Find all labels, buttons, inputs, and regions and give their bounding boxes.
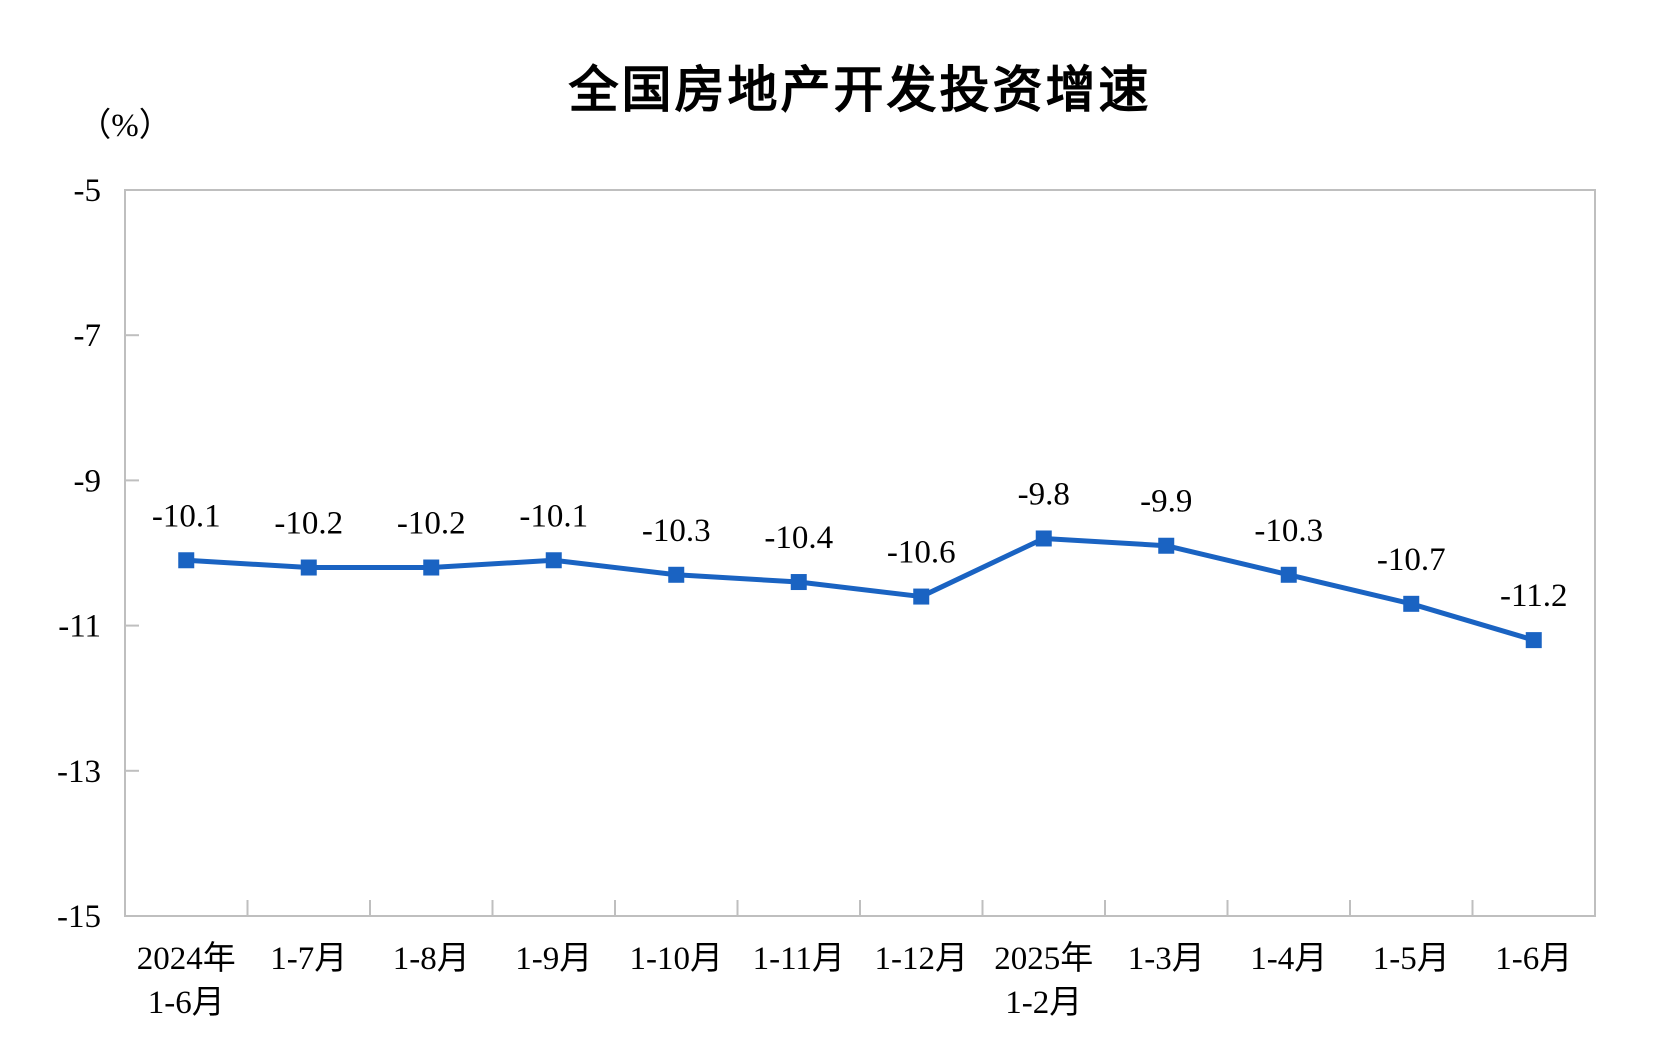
data-point-label: -10.6 (887, 535, 956, 571)
series-line (183, 535, 1537, 643)
data-point-marker (423, 559, 440, 576)
data-point-label: -10.3 (1254, 513, 1323, 549)
x-axis-tick-label: 2024年 (137, 940, 236, 977)
chart-title: 全国房地产开发投资增速 (568, 62, 1152, 118)
x-axis-tick-label: 1-10月 (630, 941, 724, 977)
y-axis-tick-label: -9 (74, 463, 102, 499)
x-axis-tick-label: 1-4月 (1250, 941, 1327, 977)
plot-area-border (124, 189, 1596, 917)
data-point-label: -10.4 (764, 520, 833, 556)
data-point-label: -10.1 (152, 498, 221, 534)
data-point-label: -10.3 (642, 513, 711, 549)
x-axis-tick-label: 1-3月 (1128, 941, 1205, 977)
data-point-marker (1158, 537, 1175, 554)
data-point-marker (790, 574, 807, 591)
y-axis-tick-label: -13 (57, 754, 101, 790)
data-point-marker (668, 566, 685, 583)
data-point-marker (1035, 530, 1052, 547)
x-axis-tick-label-line2: 1-6月 (148, 985, 225, 1021)
x-axis-tick-label: 1-6月 (1495, 941, 1572, 977)
data-point-marker (545, 552, 562, 569)
data-point-marker (1525, 632, 1542, 649)
x-axis-tick-label: 1-5月 (1373, 941, 1450, 977)
x-axis-tick-label: 1-8月 (393, 941, 470, 977)
x-axis-tick-label: 2025年 (994, 940, 1093, 977)
y-axis-unit-label: （%） (78, 108, 172, 144)
data-point-label: -10.1 (519, 498, 588, 534)
x-axis-tick-label: 1-12月 (875, 941, 969, 977)
data-point-marker (1280, 566, 1297, 583)
data-point-marker (300, 559, 317, 576)
y-axis-tick-label: -15 (57, 899, 101, 935)
data-point-marker (1403, 595, 1420, 612)
y-axis-tick-label: -7 (74, 318, 102, 354)
data-point-marker (913, 588, 930, 605)
y-axis-tick-label: -11 (58, 609, 101, 645)
x-axis-tick-label: 1-9月 (515, 941, 592, 977)
y-axis-tick-label: -5 (74, 173, 102, 209)
x-axis-tick-label-line2: 1-2月 (1005, 985, 1082, 1021)
data-point-marker (178, 552, 195, 569)
data-point-label: -9.8 (1018, 476, 1070, 512)
data-point-label: -10.7 (1377, 542, 1446, 578)
data-point-label: -11.2 (1500, 578, 1568, 614)
x-axis-tick-label: 1-7月 (270, 941, 347, 977)
data-point-label: -10.2 (274, 506, 343, 542)
x-axis-tick-label: 1-11月 (753, 941, 845, 977)
data-point-label: -10.2 (397, 506, 466, 542)
data-point-label: -9.9 (1140, 484, 1192, 520)
